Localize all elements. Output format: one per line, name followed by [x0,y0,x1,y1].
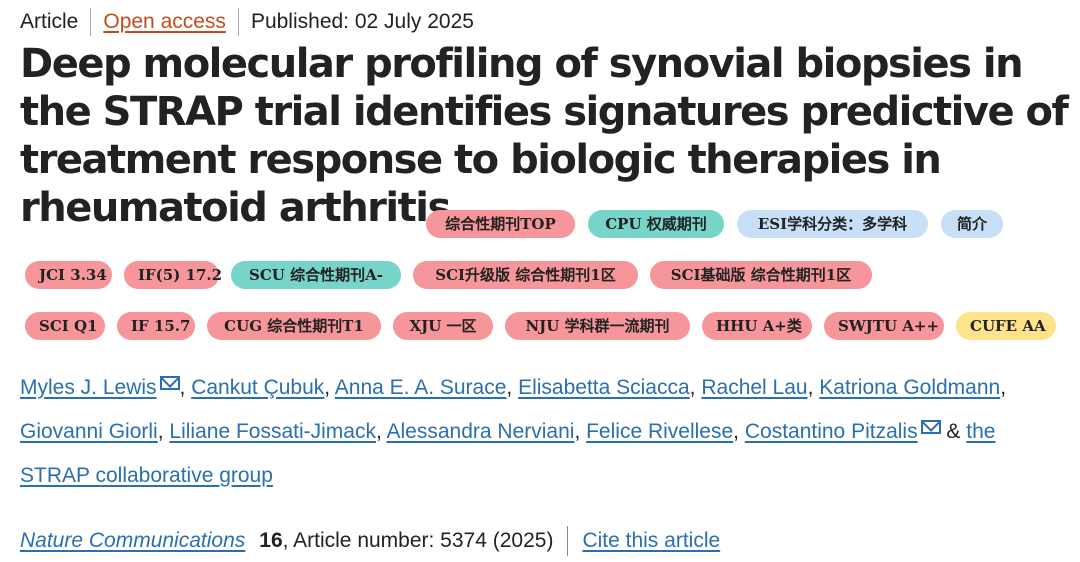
journal-rank-tag[interactable]: SWJTU A++ [824,312,944,340]
author-link[interactable]: Felice Rivellese [586,420,734,443]
journal-rank-tag[interactable]: SCI基础版 综合性期刊1区 [650,261,872,289]
article-number: , Article number: 5374 (2025) [282,529,554,552]
journal-rank-tag[interactable]: SCI升级版 综合性期刊1区 [413,261,638,289]
journal-divider [567,526,569,556]
email-icon[interactable] [159,376,180,390]
article-type: Article [20,10,79,33]
journal-rank-tag[interactable]: XJU 一区 [393,312,493,340]
author-link[interactable]: Giovanni Giorli [20,420,158,443]
author-link[interactable]: Katriona Goldmann [819,376,1001,399]
journal-rank-tag[interactable]: CUG 综合性期刊T1 [207,312,381,340]
journal-volume: 16 [259,529,283,552]
open-access-link[interactable]: Open access [103,10,226,33]
journal-rank-tag[interactable]: SCI Q1 [25,312,105,340]
meta-divider [237,8,239,36]
author-link[interactable]: Cankut Çubuk [191,376,325,399]
article-title: Deep molecular profiling of synovial bio… [20,41,1069,231]
journal-rank-tag[interactable]: CPU 权威期刊 [588,210,724,238]
journal-rank-tag[interactable]: IF(5) 17.2 [124,261,222,289]
journal-rank-tag[interactable]: HHU A+类 [702,312,812,340]
journal-rank-tag[interactable]: IF 15.7 [117,312,195,340]
author-link[interactable]: Alessandra Nerviani [386,420,575,443]
author-link[interactable]: Liliane Fossati-Jimack [169,420,376,443]
journal-info: Nature Communications 16 , Article numbe… [20,526,720,556]
article-meta: Article Open access Published: 02 July 2… [20,8,474,36]
journal-intro-tag[interactable]: 简介 [941,210,1003,238]
journal-rank-tag[interactable]: SCU 综合性期刊A- [231,261,401,289]
journal-rank-tag[interactable]: ESI学科分类：多学科 [737,210,928,238]
published-date: Published: 02 July 2025 [250,10,474,33]
journal-rank-tag[interactable]: JCI 3.34 [25,261,112,289]
author-link[interactable]: Rachel Lau [701,376,808,399]
journal-name-link[interactable]: Nature Communications [20,529,246,552]
author-link[interactable]: Anna E. A. Surace [334,376,507,399]
email-icon[interactable] [920,420,941,434]
author-link[interactable]: Costantino Pitzalis [744,420,918,443]
journal-rank-tag[interactable]: 综合性期刊TOP [426,210,575,238]
author-list: Myles J. Lewis, Cankut Çubuk, Anna E. A.… [20,376,1007,487]
journal-rank-tag[interactable]: NJU 学科群一流期刊 [505,312,690,340]
author-link[interactable]: Myles J. Lewis [20,376,157,399]
collaborative-group-link[interactable]: the STRAP collaborative group [20,420,996,487]
cite-article-link[interactable]: Cite this article [582,529,721,552]
journal-rank-tag[interactable]: CUFE AA [956,312,1056,340]
meta-divider [90,8,92,36]
author-link[interactable]: Elisabetta Sciacca [518,376,690,399]
